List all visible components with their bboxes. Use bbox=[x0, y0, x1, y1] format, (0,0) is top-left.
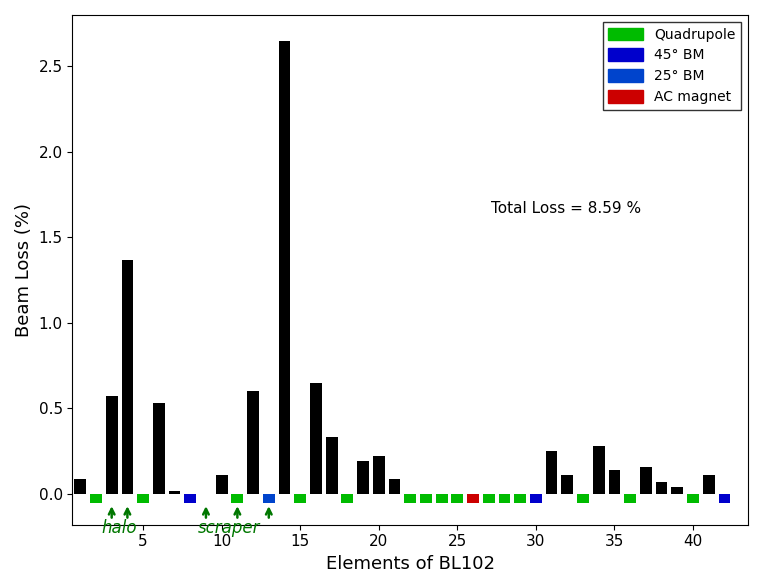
Bar bbox=[247, 391, 259, 494]
Bar bbox=[310, 383, 322, 494]
Bar bbox=[106, 396, 118, 494]
Bar bbox=[703, 475, 715, 494]
Bar bbox=[74, 479, 86, 494]
Bar bbox=[90, 494, 102, 503]
Bar bbox=[655, 482, 668, 494]
Bar bbox=[137, 494, 149, 503]
Bar bbox=[624, 494, 636, 503]
Bar bbox=[357, 462, 369, 494]
Y-axis label: Beam Loss (%): Beam Loss (%) bbox=[15, 203, 33, 337]
Bar bbox=[452, 494, 463, 503]
Text: scraper: scraper bbox=[198, 519, 261, 537]
Bar bbox=[388, 479, 401, 494]
Bar bbox=[216, 475, 227, 494]
Bar bbox=[609, 470, 620, 494]
Bar bbox=[420, 494, 432, 503]
Bar bbox=[404, 494, 416, 503]
Bar bbox=[577, 494, 589, 503]
Bar bbox=[593, 446, 604, 494]
Bar bbox=[231, 494, 243, 503]
Bar bbox=[640, 466, 652, 494]
Bar bbox=[169, 490, 180, 494]
Legend: Quadrupole, 45° BM, 25° BM, AC magnet: Quadrupole, 45° BM, 25° BM, AC magnet bbox=[603, 22, 741, 110]
Bar bbox=[295, 494, 306, 503]
Bar bbox=[671, 487, 683, 494]
Bar bbox=[467, 494, 479, 503]
Bar bbox=[153, 403, 165, 494]
Bar bbox=[436, 494, 448, 503]
Bar bbox=[498, 494, 510, 503]
Bar bbox=[342, 494, 353, 503]
X-axis label: Elements of BL102: Elements of BL102 bbox=[326, 555, 494, 573]
Bar bbox=[263, 494, 275, 503]
Text: halo: halo bbox=[101, 519, 137, 537]
Bar bbox=[121, 259, 134, 494]
Bar bbox=[326, 437, 337, 494]
Text: Total Loss = 8.59 %: Total Loss = 8.59 % bbox=[491, 201, 642, 216]
Bar bbox=[562, 475, 573, 494]
Bar bbox=[278, 41, 291, 494]
Bar bbox=[719, 494, 730, 503]
Bar bbox=[185, 494, 196, 503]
Bar bbox=[514, 494, 526, 503]
Bar bbox=[373, 456, 385, 494]
Bar bbox=[483, 494, 494, 503]
Bar bbox=[687, 494, 699, 503]
Bar bbox=[530, 494, 542, 503]
Bar bbox=[546, 451, 558, 494]
